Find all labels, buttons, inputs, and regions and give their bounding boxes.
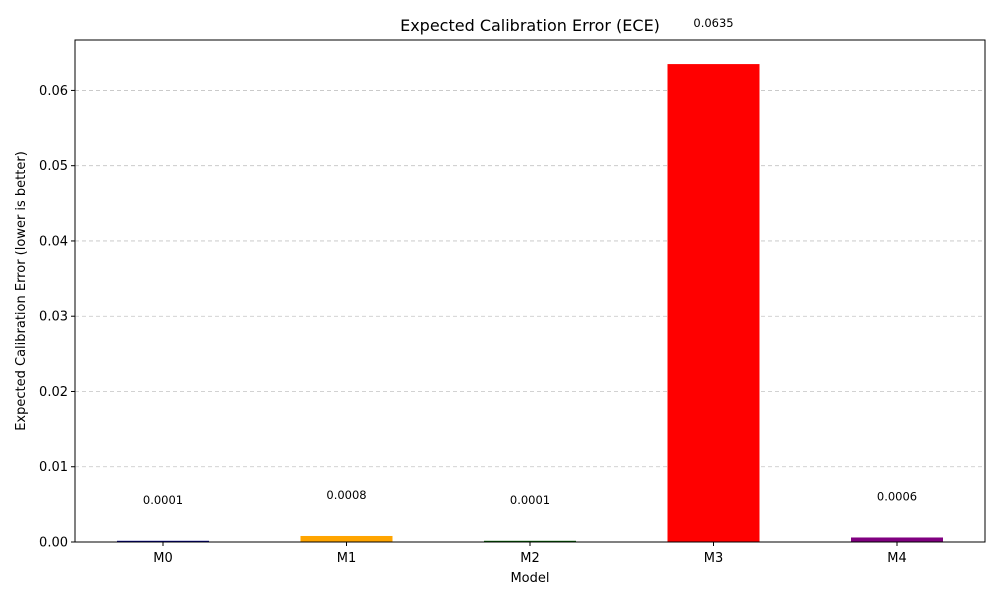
y-tick-label: 0.03 xyxy=(39,310,68,325)
x-tick-label: M2 xyxy=(520,551,540,566)
y-tick-label: 0.02 xyxy=(39,385,68,400)
data-labels: 0.0001 0.0008 0.0001 0.0635 0.0006 xyxy=(143,16,917,507)
x-axis-ticks: M0 M1 M2 M3 M4 xyxy=(153,542,907,566)
y-tick-label: 0.00 xyxy=(39,536,68,551)
data-label-m4: 0.0006 xyxy=(877,489,917,503)
y-tick-label: 0.05 xyxy=(39,159,68,174)
y-axis-label: Expected Calibration Error (lower is bet… xyxy=(14,151,29,431)
y-tick-label: 0.06 xyxy=(39,84,68,99)
x-axis-label: Model xyxy=(510,571,549,586)
x-tick-label: M3 xyxy=(704,551,724,566)
data-label-m3: 0.0635 xyxy=(693,16,733,30)
grid-lines xyxy=(75,90,985,468)
bar-m0 xyxy=(117,540,209,542)
bar-m3 xyxy=(667,64,760,543)
bar-m4 xyxy=(851,537,943,542)
bars xyxy=(117,64,943,543)
y-axis-ticks: 0.00 0.01 0.02 0.03 0.04 0.05 0.06 xyxy=(39,84,75,551)
data-label-m1: 0.0008 xyxy=(326,488,366,502)
y-tick-label: 0.01 xyxy=(39,460,68,475)
data-label-m2: 0.0001 xyxy=(510,493,550,507)
y-tick-label: 0.04 xyxy=(39,234,68,249)
bar-m1 xyxy=(300,535,393,542)
x-tick-label: M0 xyxy=(153,551,173,566)
chart-title: Expected Calibration Error (ECE) xyxy=(400,16,660,35)
bar-m2 xyxy=(484,540,576,542)
x-tick-label: M4 xyxy=(887,551,907,566)
x-tick-label: M1 xyxy=(337,551,357,566)
data-label-m0: 0.0001 xyxy=(143,493,183,507)
